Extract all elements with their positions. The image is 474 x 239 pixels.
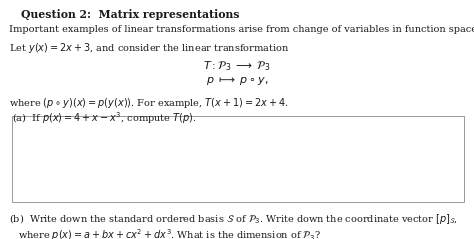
Text: (b)  Write down the standard ordered basis $\mathcal{S}$ of $\mathcal{P}_3$. Wri: (b) Write down the standard ordered basi…	[9, 212, 457, 226]
Text: where $p(x) = a + bx + cx^2 + dx^3$. What is the dimension of $\mathcal{P}_3$?: where $p(x) = a + bx + cx^2 + dx^3$. Wha…	[18, 228, 320, 239]
Text: Question 2:  Matrix representations: Question 2: Matrix representations	[21, 8, 240, 20]
Text: Important examples of linear transformations arise from change of variables in f: Important examples of linear transformat…	[9, 25, 474, 34]
Text: $T: \mathcal{P}_3 \;\longrightarrow\; \mathcal{P}_3$: $T: \mathcal{P}_3 \;\longrightarrow\; \m…	[203, 59, 271, 73]
Text: where $(p \circ y)(x) = p(y(x))$. For example, $T(x+1) = 2x+4$.: where $(p \circ y)(x) = p(y(x))$. For ex…	[9, 96, 288, 110]
Bar	[12, 116, 464, 202]
Text: $p \;\longmapsto\; p \circ y,$: $p \;\longmapsto\; p \circ y,$	[206, 75, 268, 87]
Text: Let $y(x) = 2x+3$, and consider the linear transformation: Let $y(x) = 2x+3$, and consider the line…	[9, 41, 289, 55]
Text: (a)  If $p(x) = 4+x-x^3$, compute $T(p)$.: (a) If $p(x) = 4+x-x^3$, compute $T(p)$.	[12, 110, 196, 126]
